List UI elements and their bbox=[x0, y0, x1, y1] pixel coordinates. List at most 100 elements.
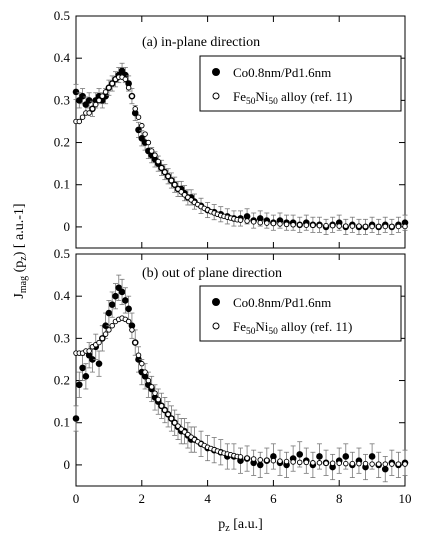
data-point-open bbox=[290, 459, 296, 465]
data-point-filled bbox=[131, 109, 139, 117]
data-point-open bbox=[343, 223, 349, 229]
data-point-open bbox=[323, 222, 329, 229]
data-point-open bbox=[148, 148, 155, 154]
data-point-open bbox=[323, 460, 329, 466]
data-point-filled bbox=[102, 322, 109, 330]
data-point-open bbox=[389, 223, 395, 230]
data-point-open bbox=[250, 456, 257, 462]
data-point-open bbox=[102, 331, 109, 337]
data-point-open bbox=[106, 327, 112, 333]
data-point-open bbox=[92, 101, 99, 108]
data-point-filled bbox=[89, 356, 96, 363]
data-point-open bbox=[142, 369, 148, 375]
data-point-open bbox=[168, 177, 175, 184]
data-point-open bbox=[109, 322, 115, 329]
data-point-open bbox=[356, 460, 362, 467]
data-point-filled bbox=[296, 451, 304, 458]
legend-box bbox=[199, 55, 402, 112]
data-point-open bbox=[250, 219, 257, 225]
data-point-open bbox=[162, 169, 168, 175]
data-point-open bbox=[142, 131, 148, 137]
y-tick-label: 0.2 bbox=[54, 373, 70, 388]
x-tick-label: 6 bbox=[270, 491, 277, 506]
data-point-filled bbox=[256, 215, 264, 222]
chart-panel-b: 0 0.1 0.2 0.3 0.4 0.5 0 2 4 6 8 10 (b) out of plane … bbox=[54, 246, 412, 506]
data-point-open bbox=[145, 377, 152, 384]
data-point-open bbox=[343, 460, 349, 467]
plot-frame bbox=[75, 15, 406, 249]
x-tick-label: 0 bbox=[73, 491, 80, 506]
data-point-filled bbox=[72, 88, 80, 96]
legend-label: Co0.8nm/Pd1.6nm bbox=[233, 65, 331, 80]
data-point-open bbox=[264, 220, 270, 226]
data-point-open bbox=[135, 114, 142, 120]
data-point-open bbox=[122, 76, 129, 83]
data-point-open bbox=[158, 403, 165, 409]
legend-label: Co0.8nm/Pd1.6nm bbox=[233, 295, 331, 310]
data-point-filled bbox=[128, 322, 136, 330]
data-point-open bbox=[290, 222, 296, 228]
data-point-filled bbox=[72, 415, 80, 422]
data-point-open bbox=[89, 106, 96, 112]
data-point-open bbox=[132, 339, 138, 346]
data-point-open bbox=[244, 218, 250, 224]
y-tick-label: 0.4 bbox=[54, 288, 71, 303]
data-point-open bbox=[270, 220, 277, 227]
data-point-filled bbox=[135, 126, 142, 134]
data-point-filled bbox=[125, 80, 132, 87]
y-tick-label: 0.3 bbox=[54, 92, 70, 107]
data-point-open bbox=[237, 454, 244, 460]
y-tick-label: 0 bbox=[64, 219, 71, 234]
legend-label: Fe50Ni50 alloy (ref. 11) bbox=[233, 89, 352, 107]
data-point-open bbox=[76, 118, 83, 125]
chart-panel-a: 0 0.1 0.2 0.3 0.4 0.5 (a) in-plane direction Co… bbox=[54, 8, 409, 249]
data-point-filled bbox=[243, 213, 251, 220]
data-point-open bbox=[316, 222, 323, 229]
data-point-open bbox=[349, 223, 356, 229]
data-point-open bbox=[165, 173, 171, 180]
y-tick-label: 0.1 bbox=[54, 415, 70, 430]
data-point-open bbox=[168, 415, 175, 422]
panel-label: (a) in-plane direction bbox=[142, 35, 260, 50]
legend-box bbox=[199, 285, 402, 342]
x-tick-label: 10 bbox=[399, 491, 412, 506]
data-point-open bbox=[125, 84, 132, 91]
data-point-open bbox=[402, 223, 408, 230]
data-point-open bbox=[389, 461, 395, 467]
data-point-open bbox=[171, 181, 178, 188]
data-point-open bbox=[129, 93, 135, 99]
y-tick-label: 0 bbox=[64, 457, 71, 472]
data-point-open bbox=[310, 222, 316, 228]
data-point-open bbox=[336, 460, 342, 466]
data-point-open bbox=[316, 460, 323, 466]
data-point-open bbox=[362, 460, 369, 467]
data-point-open bbox=[336, 223, 342, 229]
data-point-open bbox=[99, 335, 106, 342]
data-point-filled bbox=[141, 373, 149, 380]
data-point-open bbox=[145, 139, 152, 146]
data-point-open bbox=[375, 223, 382, 230]
y-tick-label: 0.3 bbox=[54, 330, 70, 345]
data-point-filled bbox=[79, 364, 86, 372]
data-point-open bbox=[270, 457, 277, 464]
data-point-open bbox=[310, 460, 316, 466]
data-point-filled bbox=[108, 301, 116, 308]
data-point-open bbox=[152, 390, 158, 396]
data-point-open bbox=[283, 458, 290, 465]
data-point-open bbox=[375, 461, 382, 467]
data-point-filled bbox=[256, 461, 264, 469]
data-point-open bbox=[349, 460, 356, 467]
x-axis-title: pz [a.u.] bbox=[218, 517, 263, 534]
data-point-open bbox=[382, 461, 389, 467]
data-point-open bbox=[155, 158, 161, 165]
panel-label: (b) out of plane direction bbox=[142, 266, 282, 281]
data-point-filled bbox=[122, 297, 129, 304]
data-point-open bbox=[362, 223, 369, 230]
data-point-open bbox=[257, 457, 263, 463]
legend: Co0.8nm/Pd1.6nm Fe50Ni50 alloy (ref. 11) bbox=[199, 285, 402, 342]
y-axis-title: Jmag (pz) [ a.u.-1] bbox=[12, 203, 29, 298]
data-point-filled bbox=[85, 97, 93, 104]
data-point-open bbox=[402, 461, 408, 467]
y-tick-label: 0.5 bbox=[54, 8, 70, 23]
